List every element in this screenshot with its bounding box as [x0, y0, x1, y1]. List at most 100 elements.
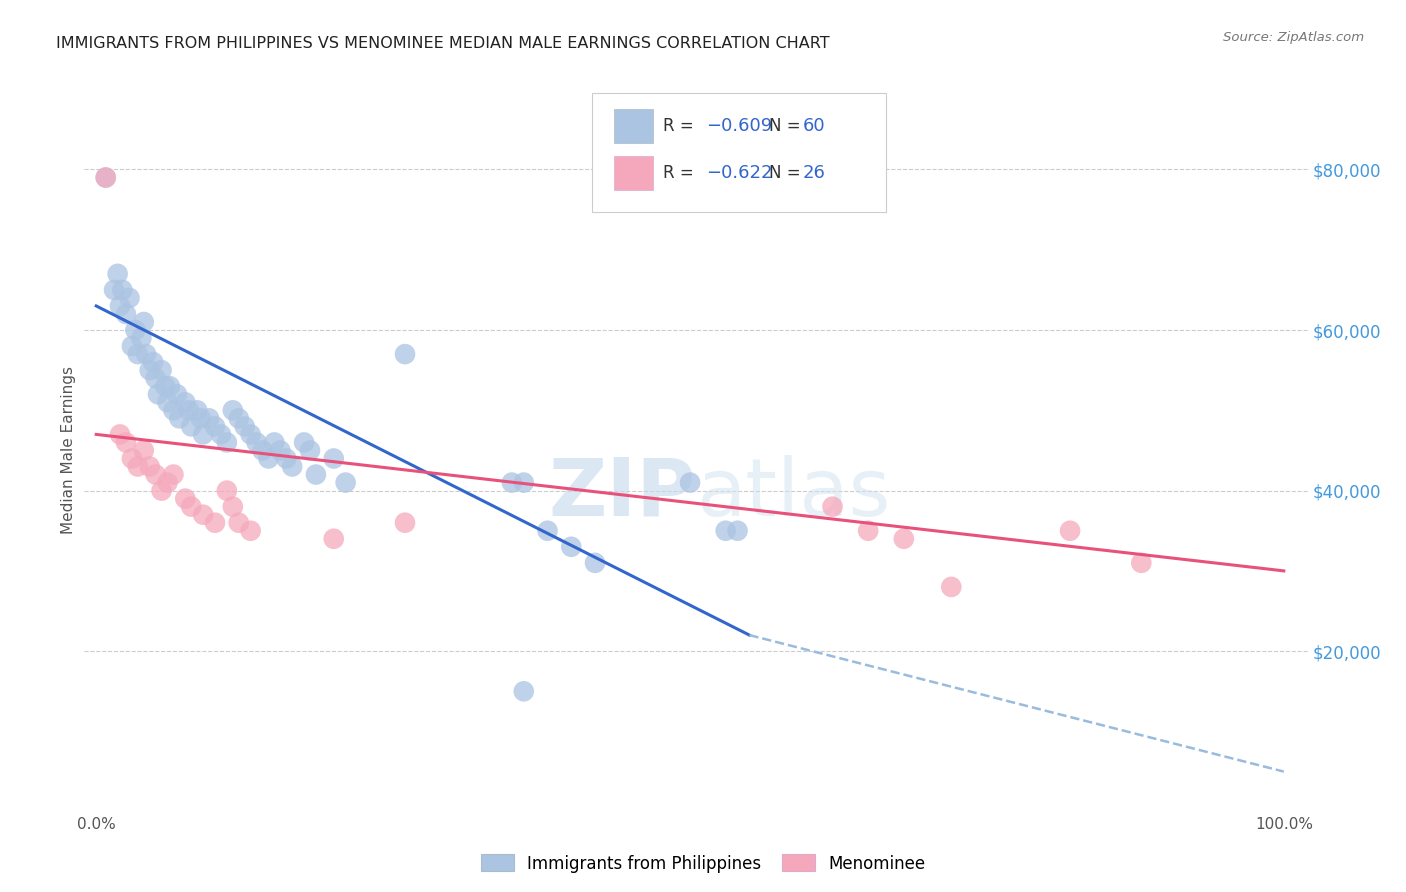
Text: IMMIGRANTS FROM PHILIPPINES VS MENOMINEE MEDIAN MALE EARNINGS CORRELATION CHART: IMMIGRANTS FROM PHILIPPINES VS MENOMINEE…: [56, 36, 830, 51]
Point: [257, 451, 280, 466]
Point: [108, 299, 131, 313]
Text: ZIP: ZIP: [548, 455, 696, 533]
Point: [714, 524, 737, 538]
FancyBboxPatch shape: [592, 93, 886, 212]
Point: [108, 427, 131, 442]
Point: [204, 516, 226, 530]
Point: [727, 524, 749, 538]
Point: [169, 411, 191, 425]
Point: [162, 467, 184, 482]
Text: N =: N =: [769, 117, 806, 135]
Point: [513, 684, 536, 698]
Point: [138, 459, 160, 474]
Point: [153, 379, 176, 393]
Point: [252, 443, 274, 458]
Point: [115, 435, 138, 450]
Point: [180, 419, 202, 434]
Point: [941, 580, 963, 594]
Point: [222, 500, 245, 514]
Point: [191, 427, 214, 442]
Point: [322, 532, 344, 546]
Point: [856, 524, 879, 538]
Point: [174, 491, 197, 506]
Point: [156, 475, 179, 490]
Point: [281, 459, 304, 474]
Point: [166, 387, 188, 401]
Point: [292, 435, 315, 450]
FancyBboxPatch shape: [614, 109, 654, 144]
Text: R =: R =: [664, 164, 699, 182]
Point: [215, 435, 238, 450]
Point: [228, 411, 250, 425]
Point: [180, 500, 202, 514]
Point: [132, 315, 155, 329]
Text: 60: 60: [803, 117, 825, 135]
Point: [142, 355, 165, 369]
Point: [276, 451, 298, 466]
FancyBboxPatch shape: [614, 156, 654, 190]
Point: [1059, 524, 1081, 538]
Point: [135, 347, 157, 361]
Point: [145, 467, 167, 482]
Legend: Immigrants from Philippines, Menominee: Immigrants from Philippines, Menominee: [474, 847, 932, 880]
Point: [204, 419, 226, 434]
Point: [263, 435, 285, 450]
Text: −0.622: −0.622: [706, 164, 772, 182]
Point: [131, 331, 153, 345]
Point: [103, 283, 125, 297]
Point: [145, 371, 167, 385]
Point: [115, 307, 138, 321]
Point: [335, 475, 357, 490]
Text: Source: ZipAtlas.com: Source: ZipAtlas.com: [1223, 31, 1364, 45]
Point: [239, 524, 262, 538]
Point: [94, 170, 117, 185]
Point: [177, 403, 200, 417]
Point: [679, 475, 702, 490]
Point: [159, 379, 181, 393]
Text: N =: N =: [769, 164, 806, 182]
Y-axis label: Median Male Earnings: Median Male Earnings: [60, 367, 76, 534]
Point: [239, 427, 262, 442]
Point: [118, 291, 141, 305]
Point: [186, 403, 208, 417]
Text: atlas: atlas: [696, 455, 890, 533]
Point: [156, 395, 179, 409]
Text: −0.609: −0.609: [706, 117, 772, 135]
Point: [394, 347, 416, 361]
Point: [245, 435, 267, 450]
Point: [111, 283, 134, 297]
Point: [1130, 556, 1153, 570]
Point: [174, 395, 197, 409]
Point: [127, 347, 149, 361]
Point: [150, 363, 173, 377]
Point: [146, 387, 169, 401]
Point: [298, 443, 321, 458]
Point: [162, 403, 184, 417]
Point: [138, 363, 160, 377]
Point: [536, 524, 558, 538]
Point: [191, 508, 214, 522]
Text: 26: 26: [803, 164, 825, 182]
Point: [305, 467, 328, 482]
Point: [228, 516, 250, 530]
Point: [560, 540, 582, 554]
Point: [190, 411, 212, 425]
Point: [94, 170, 117, 185]
Point: [501, 475, 523, 490]
Point: [394, 516, 416, 530]
Point: [198, 411, 221, 425]
Point: [513, 475, 536, 490]
Text: R =: R =: [664, 117, 699, 135]
Point: [215, 483, 238, 498]
Point: [269, 443, 291, 458]
Point: [583, 556, 606, 570]
Point: [121, 339, 143, 353]
Point: [124, 323, 146, 337]
Point: [132, 443, 155, 458]
Point: [222, 403, 245, 417]
Point: [893, 532, 915, 546]
Point: [107, 267, 129, 281]
Point: [821, 500, 844, 514]
Point: [127, 459, 149, 474]
Point: [209, 427, 232, 442]
